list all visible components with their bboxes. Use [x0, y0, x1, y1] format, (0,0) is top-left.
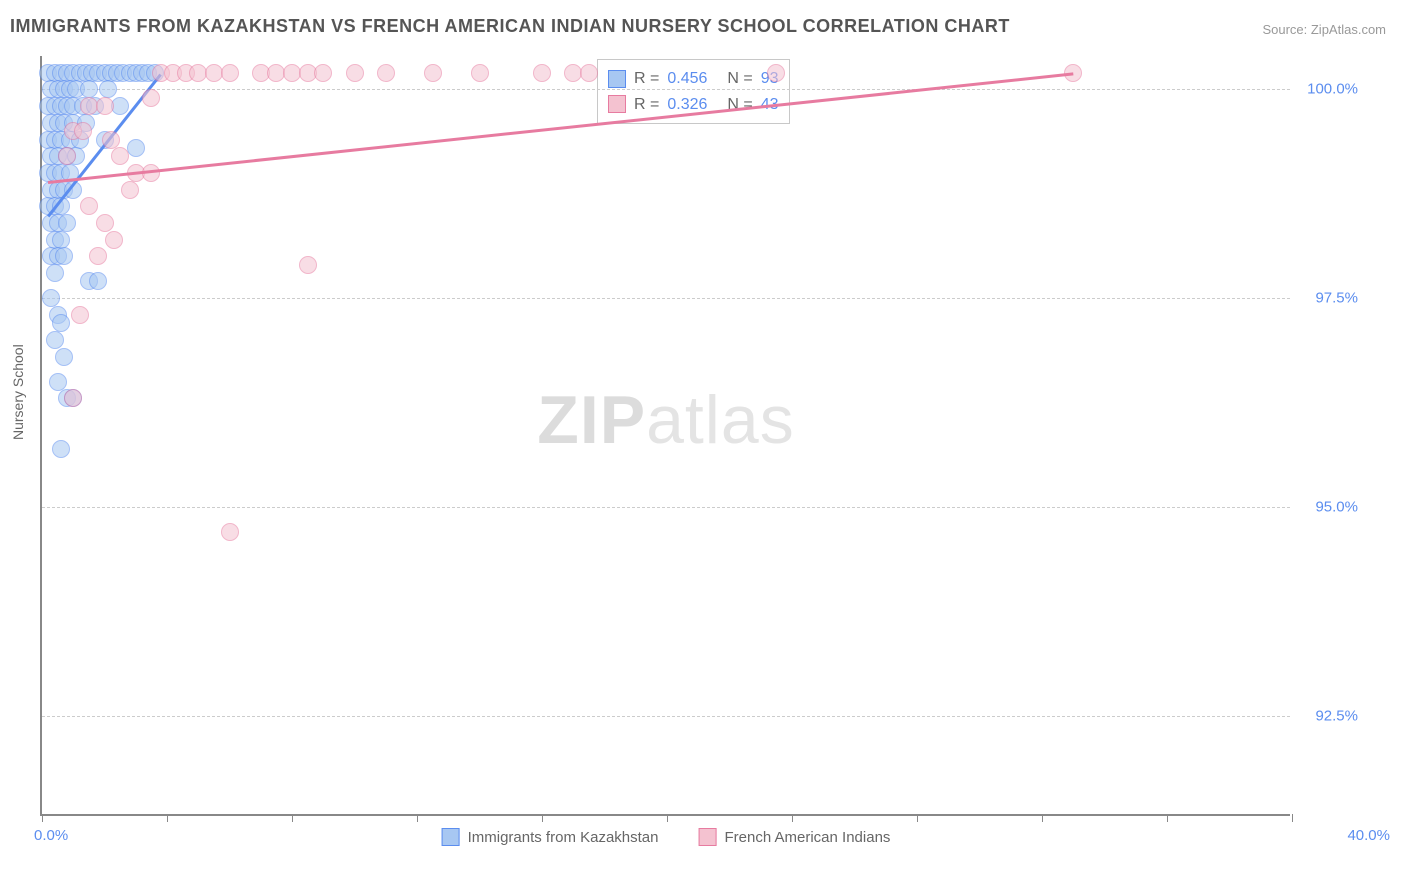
data-point	[52, 231, 70, 249]
x-tick	[1292, 814, 1293, 822]
gridline	[42, 89, 1290, 90]
data-point	[424, 64, 442, 82]
x-tick	[792, 814, 793, 822]
series-swatch	[608, 95, 626, 113]
x-min-label: 0.0%	[34, 827, 68, 844]
data-point	[80, 197, 98, 215]
gridline	[42, 716, 1290, 717]
x-tick	[417, 814, 418, 822]
data-point	[346, 64, 364, 82]
data-point	[221, 523, 239, 541]
data-point	[89, 272, 107, 290]
legend-item: Immigrants from Kazakhstan	[442, 828, 659, 846]
x-tick	[917, 814, 918, 822]
data-point	[46, 331, 64, 349]
legend: Immigrants from Kazakhstan French America…	[442, 828, 891, 846]
data-point	[55, 247, 73, 265]
source-label: Source: ZipAtlas.com	[1262, 22, 1386, 37]
data-point	[767, 64, 785, 82]
data-point	[111, 147, 129, 165]
data-point	[71, 306, 89, 324]
legend-label: Immigrants from Kazakhstan	[468, 829, 659, 846]
data-point	[64, 389, 82, 407]
data-point	[52, 440, 70, 458]
data-point	[42, 289, 60, 307]
series-swatch	[608, 70, 626, 88]
data-point	[49, 373, 67, 391]
legend-item: French American Indians	[698, 828, 890, 846]
x-tick	[292, 814, 293, 822]
data-point	[99, 80, 117, 98]
x-tick	[42, 814, 43, 822]
data-point	[58, 147, 76, 165]
data-point	[96, 97, 114, 115]
data-point	[142, 89, 160, 107]
data-point	[580, 64, 598, 82]
data-point	[52, 314, 70, 332]
x-max-label: 40.0%	[1347, 827, 1390, 844]
gridline	[42, 298, 1290, 299]
data-point	[46, 264, 64, 282]
stats-row: R = 0.456N = 93	[608, 66, 779, 92]
data-point	[55, 348, 73, 366]
data-point	[471, 64, 489, 82]
data-point	[105, 231, 123, 249]
legend-swatch	[442, 828, 460, 846]
y-tick-label: 92.5%	[1315, 707, 1358, 724]
data-point	[314, 64, 332, 82]
y-tick-label: 100.0%	[1307, 81, 1358, 98]
watermark: ZIPatlas	[537, 381, 794, 459]
data-point	[102, 131, 120, 149]
chart-title: IMMIGRANTS FROM KAZAKHSTAN VS FRENCH AME…	[10, 16, 1010, 37]
data-point	[127, 139, 145, 157]
gridline	[42, 507, 1290, 508]
data-point	[74, 122, 92, 140]
x-tick	[167, 814, 168, 822]
data-point	[377, 64, 395, 82]
y-tick-label: 95.0%	[1315, 498, 1358, 515]
y-tick-label: 97.5%	[1315, 290, 1358, 307]
legend-label: French American Indians	[724, 829, 890, 846]
data-point	[80, 80, 98, 98]
x-tick	[542, 814, 543, 822]
data-point	[89, 247, 107, 265]
data-point	[111, 97, 129, 115]
x-tick	[1167, 814, 1168, 822]
plot-area: ZIPatlas R = 0.456N = 93R = 0.326N = 43 …	[40, 56, 1290, 816]
x-tick	[1042, 814, 1043, 822]
y-axis-label: Nursery School	[10, 344, 26, 440]
data-point	[96, 214, 114, 232]
legend-swatch	[698, 828, 716, 846]
data-point	[121, 181, 139, 199]
data-point	[533, 64, 551, 82]
data-point	[221, 64, 239, 82]
data-point	[299, 256, 317, 274]
data-point	[58, 214, 76, 232]
x-tick	[667, 814, 668, 822]
